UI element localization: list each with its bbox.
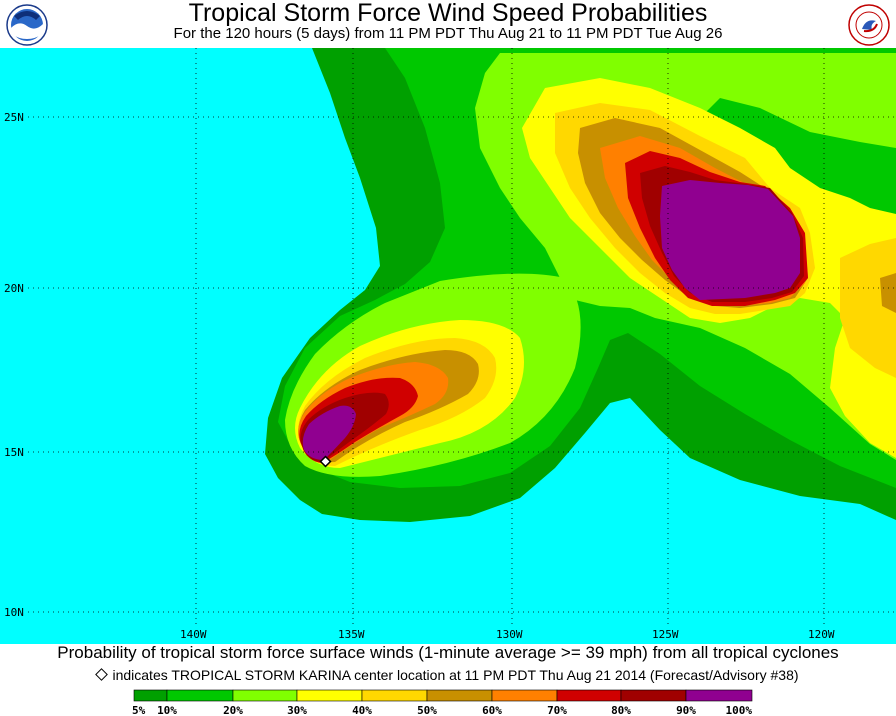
legend-label: 60% [482, 704, 502, 716]
header: Tropical Storm Force Wind Speed Probabil… [0, 0, 896, 48]
legend-label: 90% [676, 704, 696, 716]
legend-swatch [620, 689, 687, 702]
legend-swatch [361, 689, 428, 702]
contour-90-percent [302, 180, 800, 460]
map-caption: Probability of tropical storm force surf… [57, 643, 839, 662]
legend-label: 100% [726, 704, 753, 716]
legend-swatches [133, 689, 753, 702]
noaa-logo [6, 4, 48, 46]
legend-swatch [296, 689, 363, 702]
legend-swatch [133, 689, 168, 702]
legend-swatch [166, 689, 234, 702]
storm-center-note: indicates TROPICAL STORM KARINA center l… [0, 666, 896, 684]
storm-center-diamond-icon [319, 455, 332, 468]
legend-labels: 5% 10% 20% 30% 40% 50% 60% 70% 80% 90% 100% [132, 704, 752, 716]
legend-label: 40% [352, 704, 372, 716]
probability-map: 25N 20N 15N 10N 140W 135W 130W 125W 120W [0, 48, 896, 644]
legend-swatch [556, 689, 622, 702]
color-legend: 5% 10% 20% 30% 40% 50% 60% 70% 80% 90% 100% [132, 689, 753, 716]
legend-label: 20% [223, 704, 243, 716]
lat-label-25n: 25N [4, 111, 24, 124]
page-subtitle: For the 120 hours (5 days) from 11 PM PD… [173, 25, 723, 42]
lat-label-15n: 15N [4, 446, 24, 459]
legend-swatch [426, 689, 493, 702]
nws-logo [848, 4, 890, 46]
lon-label-130w: 130W [496, 628, 523, 641]
storm-center-note-text: indicates TROPICAL STORM KARINA center l… [112, 667, 799, 683]
legend-label: 5% [132, 704, 146, 716]
lon-label-120w: 120W [808, 628, 835, 641]
lon-label-125w: 125W [652, 628, 679, 641]
legend-swatch [685, 689, 753, 702]
legend-swatch [491, 689, 558, 702]
legend-label: 80% [611, 704, 631, 716]
lat-lon-grid [28, 48, 896, 628]
diamond-icon [95, 668, 109, 681]
page-title: Tropical Storm Force Wind Speed Probabil… [188, 0, 708, 27]
lon-label-135w: 135W [338, 628, 365, 641]
lon-label-140w: 140W [180, 628, 207, 641]
lat-label-20n: 20N [4, 282, 24, 295]
legend-label: 30% [287, 704, 307, 716]
legend-swatch [232, 689, 298, 702]
legend-label: 50% [417, 704, 437, 716]
legend-label: 70% [547, 704, 567, 716]
legend-label: 10% [157, 704, 177, 716]
lat-label-10n: 10N [4, 606, 24, 619]
